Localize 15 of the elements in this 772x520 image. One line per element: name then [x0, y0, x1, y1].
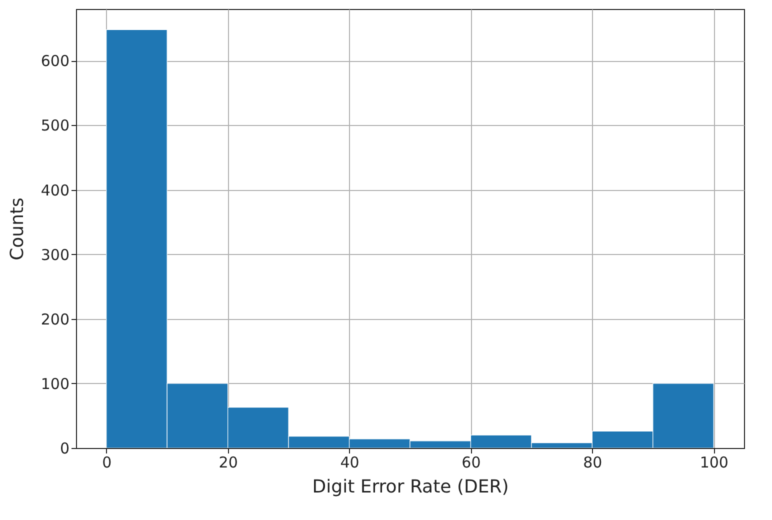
- y-tick-label: 200: [40, 310, 70, 328]
- y-axis-title: Counts: [6, 198, 28, 260]
- x-tick-label: 100: [700, 454, 728, 472]
- y-tick-label: 100: [40, 374, 70, 393]
- y-tick-label: 400: [40, 181, 70, 200]
- y-tick-label: 600: [40, 52, 70, 70]
- x-tick-label: 0: [102, 454, 112, 472]
- x-axis-title: Digit Error Rate (DER): [312, 476, 509, 498]
- x-tick-label: 20: [218, 454, 238, 472]
- y-tick-label: 500: [40, 116, 70, 135]
- y-tick-label: 300: [40, 246, 70, 264]
- x-tick-label: 40: [340, 454, 360, 472]
- x-tick-label: 80: [583, 454, 602, 472]
- y-tick-label: 0: [60, 440, 70, 458]
- x-tick-label: 60: [462, 454, 481, 472]
